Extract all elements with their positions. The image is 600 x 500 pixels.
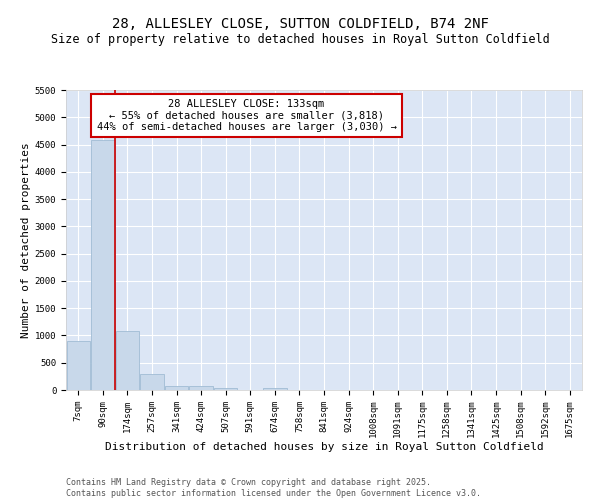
Text: 28, ALLESLEY CLOSE, SUTTON COLDFIELD, B74 2NF: 28, ALLESLEY CLOSE, SUTTON COLDFIELD, B7… (112, 18, 488, 32)
X-axis label: Distribution of detached houses by size in Royal Sutton Coldfield: Distribution of detached houses by size … (104, 442, 544, 452)
Y-axis label: Number of detached properties: Number of detached properties (20, 142, 31, 338)
Bar (116, 330, 139, 390)
Text: 28 ALLESLEY CLOSE: 133sqm
← 55% of detached houses are smaller (3,818)
44% of se: 28 ALLESLEY CLOSE: 133sqm ← 55% of detac… (97, 99, 397, 132)
Bar (140, 374, 164, 390)
Text: Contains HM Land Registry data © Crown copyright and database right 2025.
Contai: Contains HM Land Registry data © Crown c… (66, 478, 481, 498)
Bar (263, 388, 287, 390)
Bar (214, 388, 238, 390)
Bar (165, 386, 188, 390)
Bar (190, 386, 213, 390)
Bar (67, 341, 90, 390)
Bar (91, 140, 115, 390)
Text: Size of property relative to detached houses in Royal Sutton Coldfield: Size of property relative to detached ho… (50, 32, 550, 46)
